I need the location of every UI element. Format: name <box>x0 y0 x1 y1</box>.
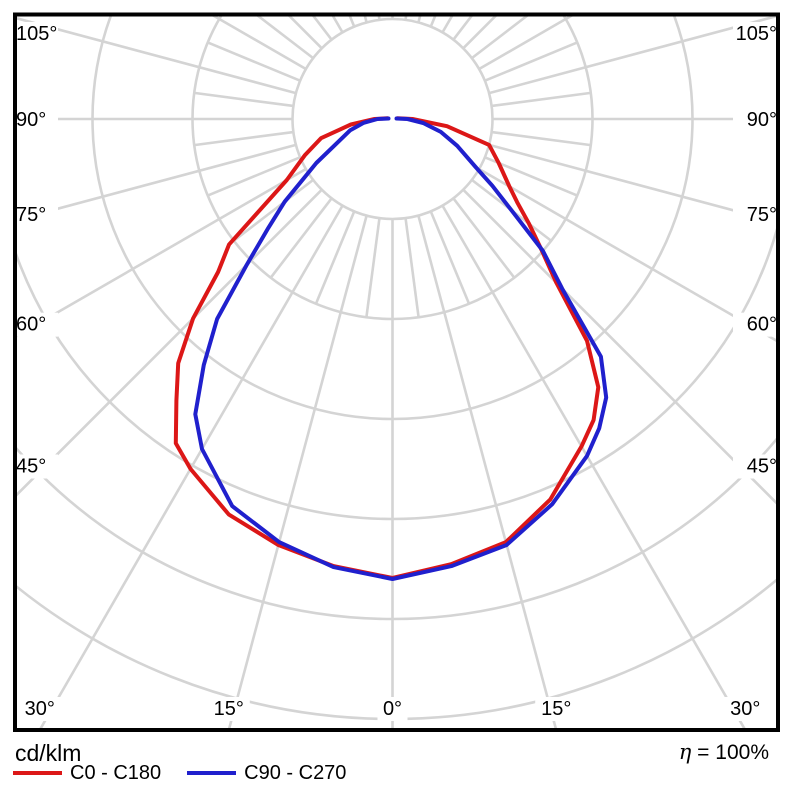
grid-ray <box>417 215 558 728</box>
grid-ray <box>441 204 746 728</box>
grid-ray <box>17 143 297 221</box>
angle-label-left-105: 105° <box>16 23 57 45</box>
grid-ray <box>17 167 307 338</box>
angle-label-left-75: 75° <box>16 204 46 226</box>
angle-label-left-60: 60° <box>16 314 46 336</box>
grid-minor-tick <box>377 16 381 21</box>
angle-label-right-105: 105° <box>736 23 777 45</box>
polar-grid <box>17 16 776 728</box>
label-backing <box>14 22 58 46</box>
label-backing <box>535 697 578 721</box>
label-backing <box>18 697 61 721</box>
grid-minor-tick <box>194 130 294 147</box>
grid-minor-tick <box>365 217 381 318</box>
grid-minor-tick <box>491 91 591 108</box>
angle-label-bottom--30: 30° <box>25 698 55 720</box>
grid-minor-tick <box>404 16 408 21</box>
angle-label-bottom-0: 0° <box>383 698 402 720</box>
label-backing <box>733 108 777 132</box>
angle-label-right-90: 90° <box>747 109 777 131</box>
grid-ring <box>17 437 776 621</box>
grid-ring <box>17 227 776 521</box>
legend-swatch-c0-c180 <box>13 771 62 775</box>
grid-ray <box>227 215 368 728</box>
label-backing <box>724 697 767 721</box>
label-backing <box>377 697 408 721</box>
grid-ray <box>488 16 776 95</box>
grid-minor-tick <box>269 197 333 279</box>
grid-minor-tick <box>491 130 591 147</box>
angle-label-left-45: 45° <box>16 456 46 478</box>
grid-minor-tick <box>207 41 301 82</box>
legend-label-c90-c270: C90 - C270 <box>244 762 347 784</box>
grid-minor-tick <box>429 210 471 305</box>
grid-minor-tick <box>404 217 420 318</box>
grid-minor-tick <box>471 16 529 60</box>
label-backing <box>733 312 777 337</box>
grid-minor-tick <box>233 178 314 242</box>
efficiency-label: η = 100% <box>678 740 769 764</box>
grid-minor-tick <box>312 16 333 41</box>
grid-minor-tick <box>194 91 294 108</box>
legend-swatch-c90-c270 <box>187 771 237 775</box>
label-backing <box>14 312 58 337</box>
angle-label-bottom-15: 15° <box>541 698 571 720</box>
angle-label-right-45: 45° <box>747 456 777 478</box>
angle-label-left-90: 90° <box>16 109 46 131</box>
polar-chart-svg: 105° 105° 90° 90° 75° 75° 60° 60° 45° 45° 30° 15° 0°… <box>13 12 780 732</box>
angle-label-right-75: 75° <box>747 204 777 226</box>
grid-ray <box>488 143 776 224</box>
grid-ring <box>17 578 776 721</box>
grid-minor-tick <box>484 41 578 82</box>
plot-frame <box>13 12 780 732</box>
grid-ray <box>17 188 323 497</box>
label-backing <box>14 202 58 227</box>
legend-label-c0-c180: C0 - C180 <box>70 762 162 784</box>
label-backing <box>14 108 58 132</box>
grid-minor-tick <box>256 16 314 60</box>
legend: C0 - C180 C90 - C270 <box>13 762 346 784</box>
grid-ray <box>478 167 776 342</box>
grid-ray <box>417 16 422 23</box>
angle-labels: 105° 105° 90° 90° 75° 75° 60° 60° 45° 45° 30° 15° 0°… <box>14 22 777 721</box>
label-backing <box>733 202 777 227</box>
grid-minor-tick <box>452 197 516 279</box>
label-backing <box>733 22 777 46</box>
grid-minor-tick <box>207 156 301 197</box>
angle-label-bottom--15: 15° <box>214 698 244 720</box>
grid-ring <box>291 17 494 221</box>
curve-c90-c270 <box>193 116 609 581</box>
angle-label-right-60: 60° <box>747 314 777 336</box>
angle-label-bottom-30: 30° <box>730 698 760 720</box>
label-backing <box>14 454 58 479</box>
grid-ray <box>363 16 368 23</box>
label-backing <box>207 697 250 721</box>
grid-minor-tick <box>314 210 356 305</box>
grid-ray <box>39 204 344 728</box>
unit-label: cd/klm <box>15 740 82 766</box>
grid-ray <box>17 17 297 95</box>
grid-minor-tick <box>452 16 473 41</box>
label-backing <box>733 454 777 479</box>
